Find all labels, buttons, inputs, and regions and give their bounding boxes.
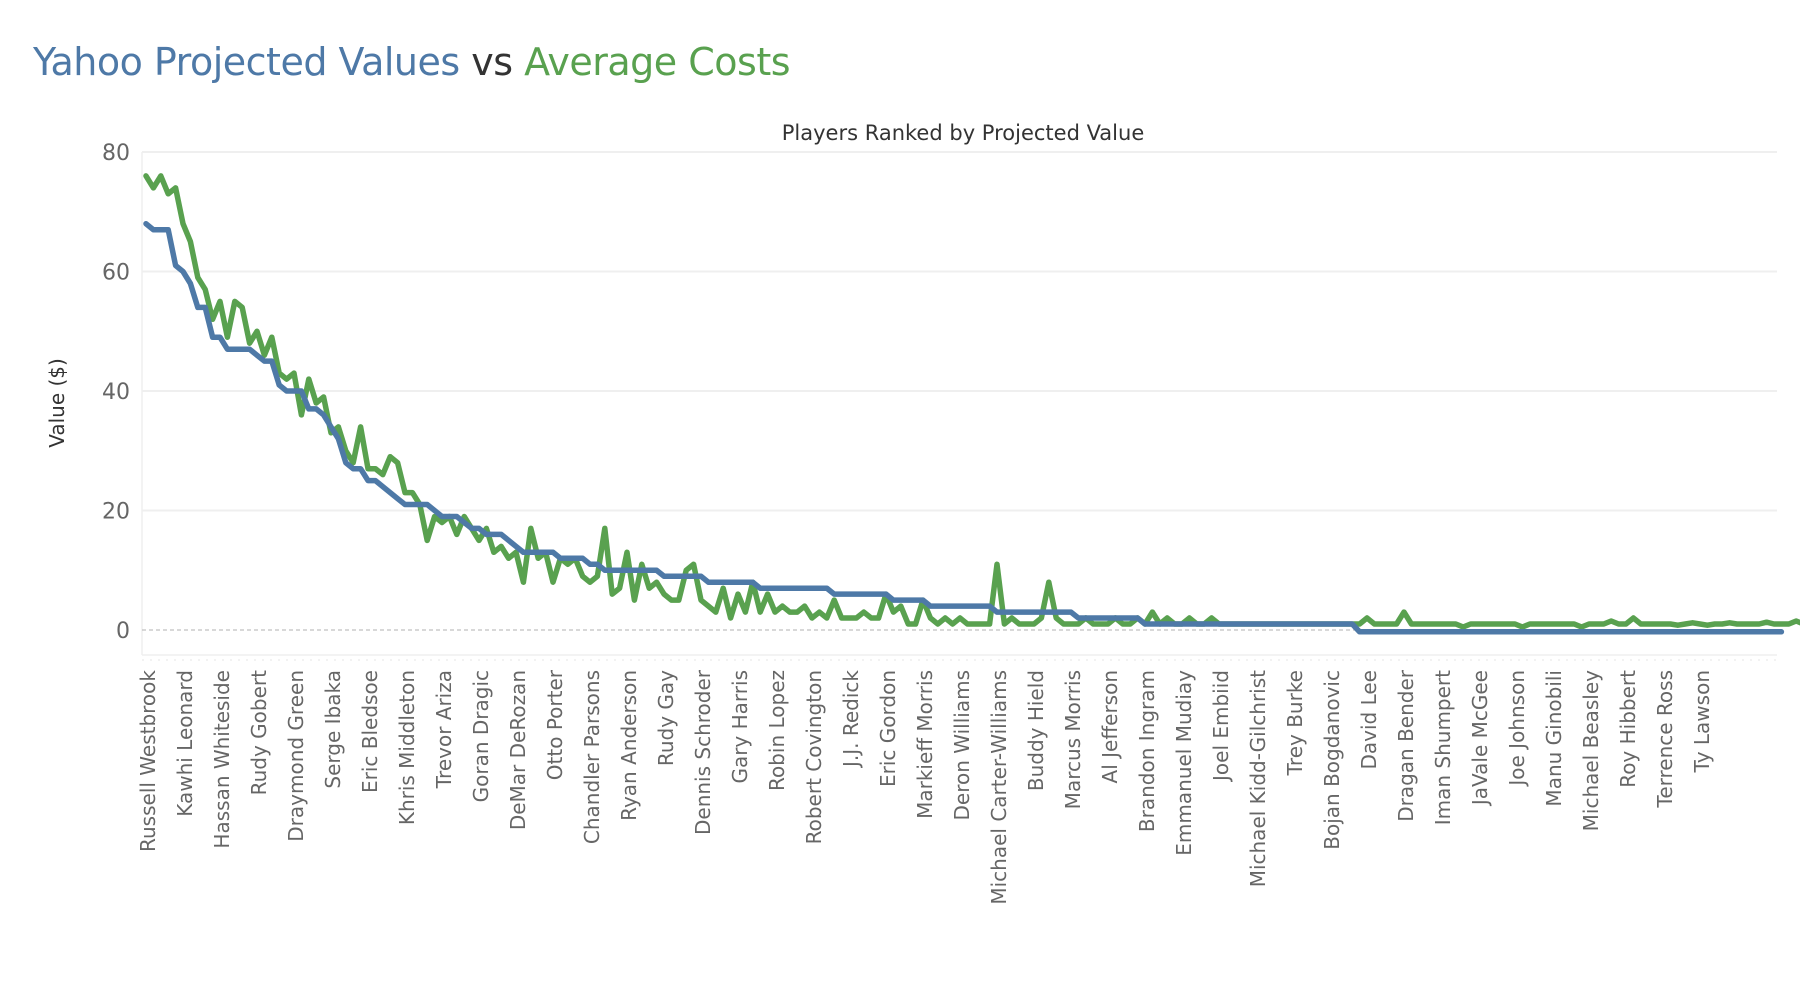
- x-tick-label: Goran Dragic: [469, 670, 493, 802]
- x-tick-label: Chandler Parsons: [580, 670, 604, 844]
- x-tick-label: JaVale McGee: [1468, 670, 1492, 807]
- x-axis-ticks: Russell Westbrook Kawhi Leonard Hassan Whi…: [136, 669, 1714, 904]
- series-group: [143, 173, 1800, 635]
- x-tick-label: Buddy Hield: [1024, 670, 1048, 791]
- x-tick-label: Terrence Ross: [1653, 670, 1677, 809]
- series-line-projected-values: [143, 220, 1785, 635]
- title-average-costs: Average Costs: [524, 40, 791, 84]
- x-tick-label: Robert Covington: [802, 670, 826, 844]
- y-tick-label: 20: [102, 500, 130, 525]
- x-tick-label: Michael Beasley: [1579, 670, 1603, 832]
- x-tick-label: Robin Lopez: [765, 670, 789, 791]
- x-tick-label: Al Jefferson: [1098, 670, 1122, 783]
- x-tick-label: Manu Ginobili: [1542, 670, 1566, 807]
- x-tick-label: Brandon Ingram: [1135, 670, 1159, 832]
- x-tick-label: Eric Gordon: [876, 670, 900, 787]
- x-tick-label: Hassan Whiteside: [210, 670, 234, 849]
- x-tick-label: Kawhi Leonard: [173, 670, 197, 817]
- title-vs: vs: [459, 40, 525, 84]
- series-line-average-costs: [143, 173, 1800, 630]
- x-tick-label: DeMar DeRozan: [506, 670, 530, 830]
- x-tick-label: Dragan Bender: [1394, 669, 1418, 822]
- x-tick-label: Rudy Gobert: [247, 670, 271, 796]
- x-tick-label: Deron Williams: [950, 670, 974, 820]
- x-tick-label: Russell Westbrook: [136, 670, 160, 852]
- y-tick-label: 60: [102, 261, 130, 286]
- x-tick-label: J.J. Redick: [839, 670, 863, 769]
- y-tick-label: 40: [102, 380, 130, 405]
- x-tick-label: Bojan Bogdanovic: [1320, 670, 1344, 850]
- dashboard-title: Yahoo Projected Values vs Average Costs: [33, 40, 791, 84]
- x-tick-label: Joe Johnson: [1505, 670, 1529, 788]
- y-axis-ticks: 0 20 40 60 80: [102, 141, 130, 644]
- x-tick-label: Eric Bledsoe: [358, 670, 382, 793]
- x-tick-label: Serge Ibaka: [321, 670, 345, 789]
- x-tick-label: Roy Hibbert: [1616, 670, 1640, 788]
- x-tick-label: Emmanuel Mudiay: [1172, 670, 1196, 856]
- x-tick-label: Dennis Schroder: [691, 669, 715, 835]
- x-tick-label: Trey Burke: [1283, 670, 1307, 776]
- y-axis-label: Value ($): [45, 358, 69, 448]
- x-tick-label: Gary Harris: [728, 670, 752, 784]
- x-tick-label: Marcus Morris: [1061, 670, 1085, 809]
- y-tick-label: 0: [116, 619, 130, 644]
- x-tick-label: Iman Shumpert: [1431, 670, 1455, 825]
- x-tick-label: Michael Kidd-Gilchrist: [1246, 670, 1270, 887]
- x-tick-label: Markieff Morris: [913, 670, 937, 819]
- x-tick-label: Michael Carter-Williams: [987, 670, 1011, 905]
- x-tick-label: Trevor Ariza: [432, 670, 456, 789]
- x-tick-label: Rudy Gay: [654, 670, 678, 766]
- x-tick-label: Ryan Anderson: [617, 670, 641, 821]
- x-tick-label: Joel Embiid: [1209, 670, 1233, 783]
- chart-subtitle: Players Ranked by Projected Value: [782, 121, 1145, 145]
- title-projected-values: Yahoo Projected Values: [33, 40, 460, 84]
- x-tick-label: Khris Middleton: [395, 670, 419, 825]
- gridlines: [141, 151, 1777, 661]
- x-tick-label: Draymond Green: [284, 670, 308, 842]
- x-tick-label: David Lee: [1357, 670, 1381, 770]
- y-tick-label: 80: [102, 141, 130, 166]
- x-tick-label: Otto Porter: [543, 669, 567, 780]
- x-tick-label: Ty Lawson: [1690, 670, 1714, 773]
